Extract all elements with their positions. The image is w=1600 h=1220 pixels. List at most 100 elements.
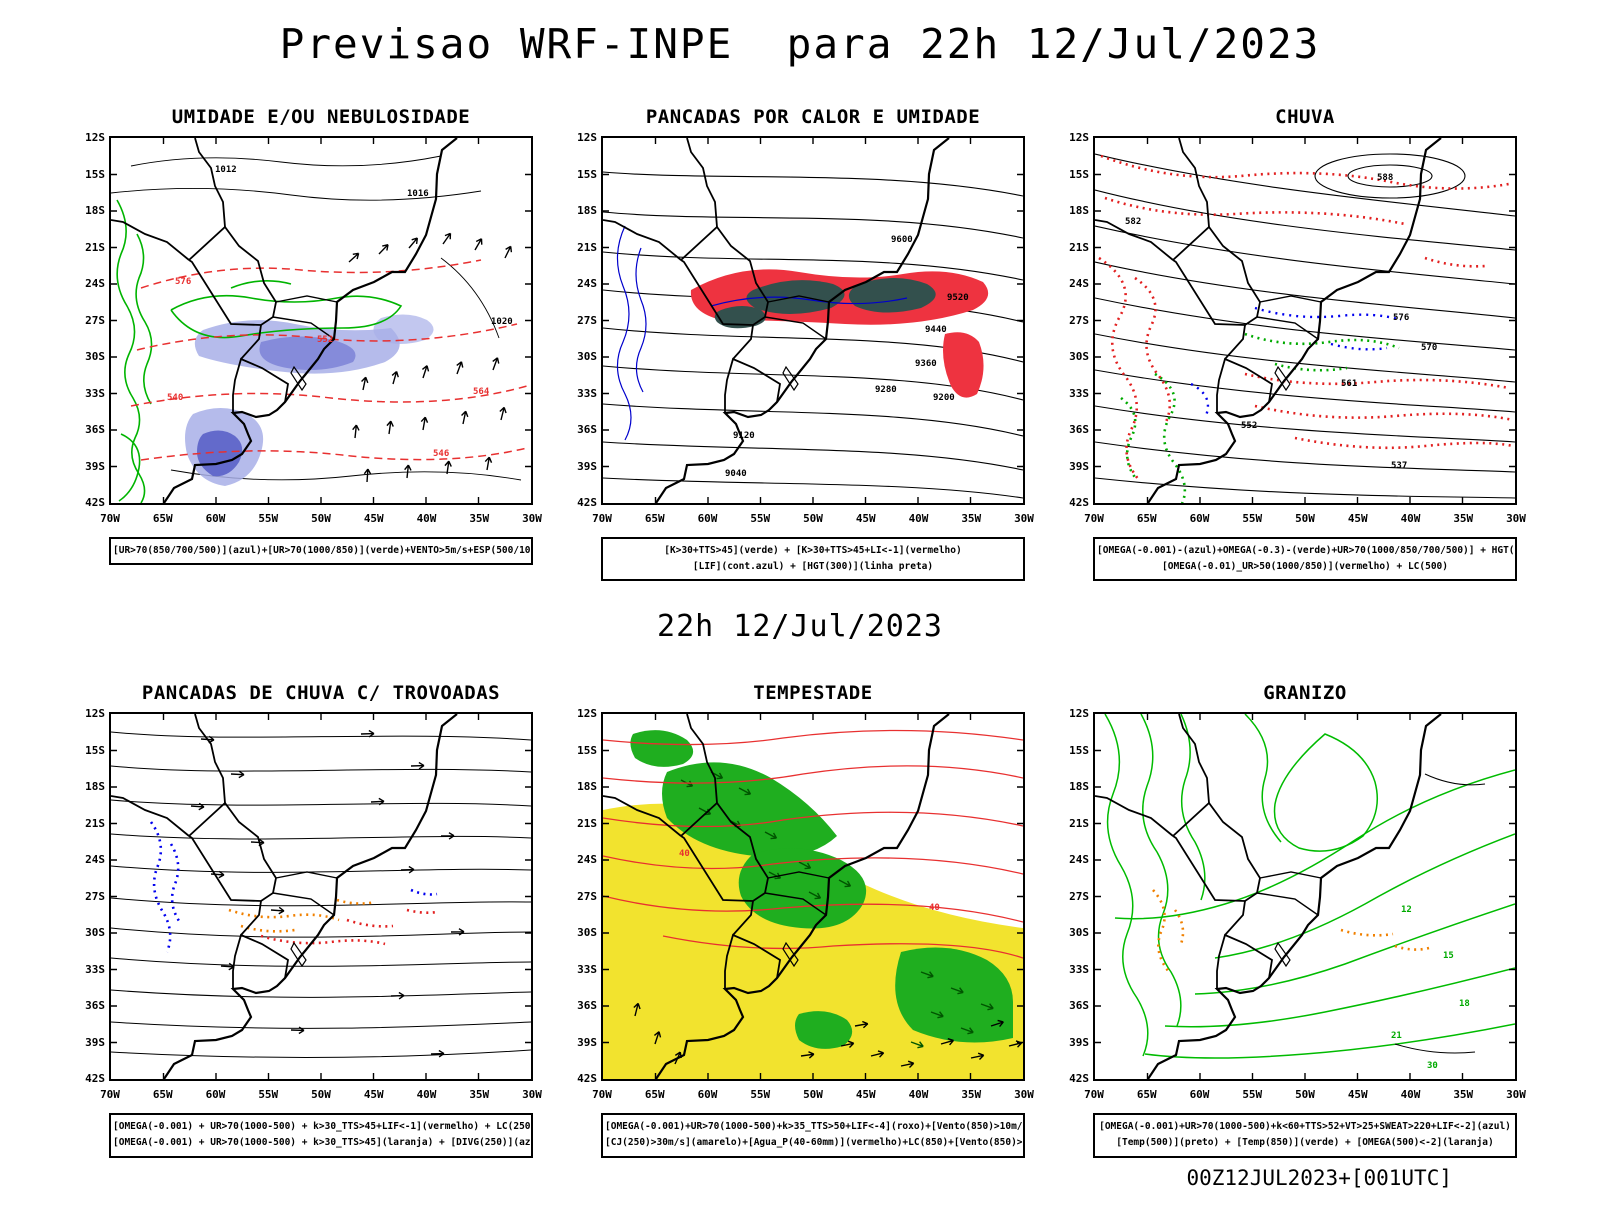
hail-speckles-orange — [1152, 889, 1430, 974]
temp850-contours — [1104, 714, 1515, 1060]
caption-line-2: [OMEGA(-0.01)_UR>50(1000/850)](vermelho)… — [1162, 561, 1448, 573]
tick-label: 21S — [577, 816, 597, 830]
tick-label: 45W — [363, 1088, 384, 1102]
tick-label: 24S — [85, 277, 105, 290]
tick-label: 39S — [85, 459, 105, 473]
svg-text:9520: 9520 — [947, 293, 969, 303]
contour-labels: 1012 1016 1020 576 552 540 564 546 — [167, 165, 513, 459]
tick-label: 35W — [961, 512, 982, 525]
lon-axis: 70W 65W 60W 55W 50W 45W 40W 35W 30W — [1079, 512, 1531, 525]
tick-label: 70W — [592, 512, 612, 525]
panel-row-bottom: PANCADAS DE CHUVA C/ TROVOADAS 12S 15S 18S… — [0, 682, 1600, 1158]
lon-axis: 70W 65W 60W 55W 50W 45W 40W 35W 30W — [1079, 1088, 1531, 1101]
caption-line-1: [K>30+TTS>45](verde) + [K>30+TTS>45+LI<-… — [664, 545, 962, 556]
tick-label: 30W — [1506, 1088, 1526, 1102]
panel-title: TEMPESTADE — [753, 682, 873, 705]
lat-axis: 12S 15S 18S 21S 24S 27S 30S 33S 36S 39S 42S — [79, 707, 109, 1086]
svg-text:40: 40 — [679, 849, 690, 859]
lon-axis: 70W 65W 60W 55W 50W 45W 40W 35W 30W — [95, 512, 547, 525]
caption-line-2: [OMEGA(-0.001) + UR>70(1000-500) + k>30_… — [113, 1137, 533, 1149]
lat-axis: 12S 15S 18S 21S 24S 27S 30S 33S 36S 39S 42S — [571, 131, 601, 510]
tick-label: 65W — [644, 512, 665, 525]
tick-label: 15S — [85, 743, 105, 757]
tick-label: 70W — [1084, 512, 1104, 525]
map-trovoadas-plot — [111, 714, 531, 1080]
tick-label: 45W — [855, 512, 876, 525]
tick-label: 18S — [1069, 204, 1089, 217]
tick-label: 50W — [803, 512, 823, 525]
tick-label: 24S — [1069, 853, 1089, 867]
svg-text:1012: 1012 — [215, 165, 237, 175]
caption-line-2: [Temp(500)](preto) + [Temp(850)](verde) … — [1116, 1137, 1494, 1149]
tick-label: 40W — [908, 1088, 929, 1102]
tick-label: 50W — [311, 1088, 331, 1102]
temp500-contours — [1394, 773, 1486, 1054]
tick-label: 30S — [85, 350, 105, 363]
tick-label: 27S — [577, 313, 597, 327]
caption-line-1: [OMEGA(-0.001)+UR>70(1000-500)+k<60+TTS>… — [1099, 1121, 1511, 1133]
rain-speckles-green — [1120, 332, 1400, 503]
caption-line-1: [UR>70(850/700/500)](azul)+[UR>70(1000/8… — [113, 545, 533, 556]
tick-label: 30S — [85, 926, 105, 940]
tick-label: 55W — [258, 512, 279, 525]
tick-label: 70W — [592, 1088, 612, 1102]
panel-title: CHUVA — [1275, 106, 1335, 128]
tick-label: 30S — [1069, 926, 1089, 940]
wind-green-areas — [630, 730, 1013, 1050]
tick-label: 40W — [416, 512, 437, 525]
streamlines — [111, 731, 531, 1059]
map-umidade-plot: 1012 1016 1020 576 552 540 564 546 — [111, 138, 531, 503]
tick-label: 45W — [1347, 1088, 1368, 1102]
lat-axis: 12S 15S 18S 21S 24S 27S 30S 33S 36S 39S 42S — [1063, 131, 1093, 510]
rain-speckles-blue — [1190, 306, 1402, 419]
svg-text:12: 12 — [1401, 905, 1412, 915]
lon-axis: 70W 65W 60W 55W 50W 45W 40W 35W 30W — [587, 1088, 1039, 1101]
caption-box: [OMEGA(-0.001)-(azul)+OMEGA(-0.3)-(verde… — [1093, 537, 1517, 582]
tick-label: 33S — [85, 962, 105, 976]
map-chuva: 588 582 576 570 561 552 537 — [1093, 136, 1517, 505]
tick-label: 60W — [697, 1088, 718, 1102]
tick-label: 55W — [1242, 1088, 1263, 1102]
panel-chuva: CHUVA 12S 15S 18S 21S 24S 27S 30S 33S 36S 39S 42S — [1063, 106, 1526, 582]
hgt500-contours — [1095, 153, 1515, 499]
instability-areas — [690, 269, 989, 398]
svg-text:576: 576 — [175, 277, 191, 287]
tick-label: 70W — [100, 512, 120, 525]
tick-label: 42S — [85, 496, 105, 509]
tick-label: 40W — [416, 1088, 437, 1102]
pressure-contours — [111, 155, 522, 481]
contour-labels: 588 582 576 570 561 552 537 — [1125, 173, 1437, 471]
tick-label: 24S — [577, 277, 597, 290]
svg-text:552: 552 — [1241, 421, 1257, 431]
map-umidade: 1012 1016 1020 576 552 540 564 546 — [109, 136, 533, 505]
red-thickness-contours — [130, 259, 528, 461]
tick-label: 15S — [577, 743, 597, 757]
svg-text:570: 570 — [1421, 343, 1437, 353]
tick-label: 60W — [205, 512, 226, 525]
tick-label: 70W — [1084, 1088, 1104, 1102]
caption-box: [OMEGA(-0.001) + UR>70(1000-500) + k>30_… — [109, 1113, 533, 1158]
contour-labels: 40 40 — [679, 849, 940, 913]
tick-label: 35W — [1453, 1088, 1474, 1102]
tick-label: 27S — [577, 889, 597, 903]
panel-title: GRANIZO — [1263, 682, 1347, 705]
caption-box: [K>30+TTS>45](verde) + [K>30+TTS>45+LI<-… — [601, 537, 1025, 582]
svg-text:9040: 9040 — [725, 469, 747, 479]
panel-pancadas-calor: PANCADAS POR CALOR E UMIDADE 12S 15S 18S 21… — [571, 106, 1034, 582]
tick-label: 33S — [1069, 386, 1089, 400]
tick-label: 30W — [1506, 512, 1526, 525]
tick-label: 35W — [469, 512, 490, 525]
svg-text:1016: 1016 — [407, 189, 429, 199]
tick-label: 42S — [1069, 496, 1089, 509]
svg-text:18: 18 — [1459, 999, 1470, 1009]
tick-label: 12S — [577, 131, 597, 144]
tick-label: 35W — [961, 1088, 982, 1102]
map-trovoadas — [109, 712, 533, 1082]
tick-label: 36S — [577, 423, 597, 436]
tick-label: 12S — [1069, 707, 1089, 721]
run-timestamp: 00Z12JUL2023+[001UTC] — [1186, 1165, 1452, 1190]
tick-label: 33S — [1069, 962, 1089, 976]
panel-title: PANCADAS DE CHUVA C/ TROVOADAS — [141, 682, 501, 705]
page-title: Previsao WRF-INPE para 22h 12/Jul/2023 — [279, 20, 1321, 68]
tick-label: 45W — [855, 1088, 876, 1102]
